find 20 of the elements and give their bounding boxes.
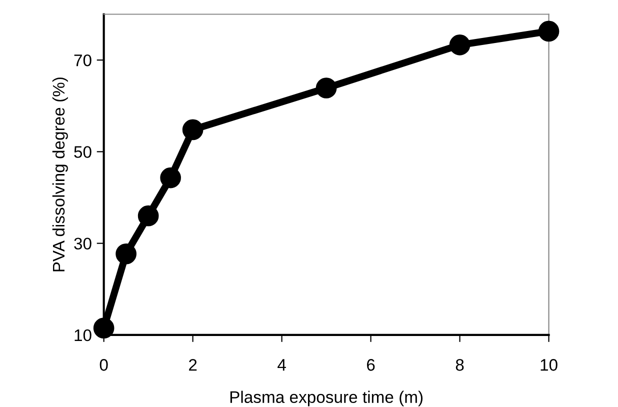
- point: [449, 34, 470, 56]
- x-tick-label: 4: [278, 359, 286, 371]
- x-axis-title: Plasma exposure time (m): [230, 390, 423, 406]
- y-axis-title: PVA dissolving degree (%): [52, 78, 68, 272]
- point: [138, 205, 159, 226]
- y-tick-label: 70: [74, 54, 92, 66]
- x-tick-label: 8: [456, 359, 464, 371]
- point: [93, 318, 114, 339]
- point: [538, 20, 560, 42]
- y-tick-label: 10: [74, 329, 92, 342]
- x-tick-label: 2: [189, 359, 197, 371]
- point: [160, 167, 181, 188]
- y-tick-label: 30: [74, 238, 92, 250]
- x-tick-label: 0: [100, 359, 108, 371]
- point: [116, 243, 136, 264]
- y-tick-label: 50: [74, 146, 92, 158]
- x-tick-label: 6: [367, 359, 375, 371]
- point: [182, 119, 204, 140]
- x-tick-label: 10: [540, 359, 558, 371]
- point: [316, 78, 337, 98]
